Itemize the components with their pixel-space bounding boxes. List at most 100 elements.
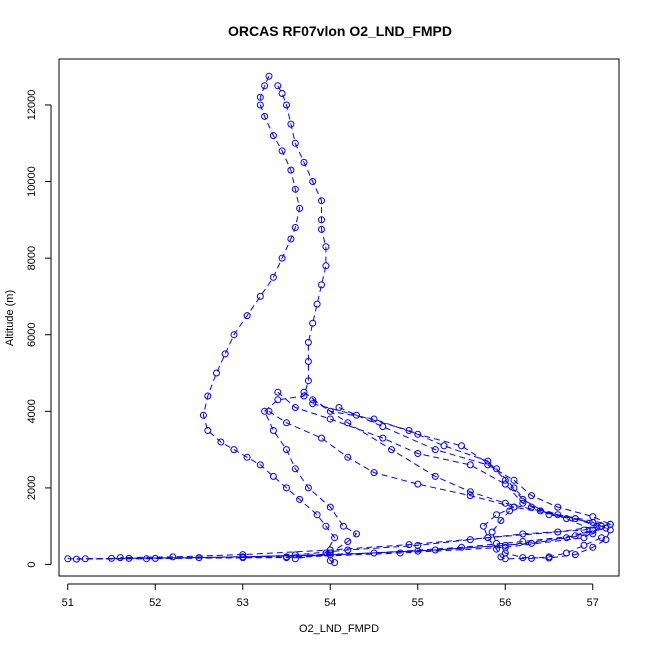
data-point <box>563 534 570 542</box>
data-point <box>278 90 286 97</box>
data-point <box>589 513 597 521</box>
data-point <box>510 503 518 511</box>
data-point <box>510 476 518 484</box>
data-point <box>318 434 325 442</box>
data-point <box>519 530 527 538</box>
data-point <box>580 541 588 549</box>
data-point <box>593 522 601 530</box>
data-point <box>554 511 562 519</box>
data-point <box>304 358 312 365</box>
data-point <box>479 522 487 530</box>
data-point <box>304 484 312 492</box>
data-point <box>519 495 527 503</box>
data-point <box>388 446 395 454</box>
data-point <box>300 158 308 166</box>
data-point <box>335 404 343 411</box>
data-point <box>151 554 159 562</box>
data-point <box>300 388 308 396</box>
data-point <box>339 522 347 530</box>
data-point <box>291 185 299 193</box>
data-point <box>318 281 325 289</box>
data-point <box>331 534 339 542</box>
data-point <box>510 484 518 492</box>
data-point <box>344 453 352 461</box>
data-point <box>318 216 325 224</box>
data-point <box>322 243 330 251</box>
series-line <box>111 391 612 559</box>
data-point <box>501 476 509 484</box>
series-7 <box>116 396 601 562</box>
data-point <box>261 82 269 90</box>
data-point <box>326 551 334 559</box>
data-point <box>466 492 474 500</box>
data-point <box>265 407 273 415</box>
x-axis: 51 52 53 54 55 56 57 <box>62 583 599 609</box>
data-point <box>493 465 500 473</box>
data-point <box>81 555 89 563</box>
data-point <box>217 438 225 446</box>
series-line <box>263 85 358 560</box>
data-point <box>571 551 579 559</box>
data-point <box>230 331 238 339</box>
series-line <box>67 403 608 560</box>
data-point <box>331 559 339 567</box>
series-line <box>202 75 336 564</box>
data-point <box>64 555 72 563</box>
data-point <box>580 526 588 534</box>
data-point <box>431 472 439 480</box>
data-point <box>318 225 325 233</box>
data-point <box>379 434 387 442</box>
series-line <box>120 399 598 559</box>
data-point <box>405 541 413 549</box>
data-point <box>396 549 404 557</box>
data-point <box>296 204 304 212</box>
data-point <box>536 507 544 515</box>
data-point <box>501 499 509 507</box>
chart-title: ORCAS RF07vlon O2_LND_FMPD <box>228 23 452 39</box>
data-point <box>269 427 277 434</box>
series-5 <box>108 388 614 562</box>
data-point <box>501 480 509 488</box>
data-point <box>497 553 505 561</box>
data-point <box>414 450 422 457</box>
data-point <box>580 534 588 542</box>
series-line <box>491 510 611 559</box>
data-point <box>353 411 360 419</box>
data-point <box>296 495 304 503</box>
y-tick-label: 0 <box>26 561 38 567</box>
data-point <box>458 543 465 551</box>
data-point <box>243 312 251 320</box>
data-point <box>344 538 352 545</box>
data-point <box>431 546 439 554</box>
data-point <box>287 166 295 174</box>
data-point <box>274 396 282 404</box>
data-point <box>309 178 317 185</box>
data-point <box>528 539 535 547</box>
data-point <box>204 427 212 434</box>
series-6 <box>81 407 605 563</box>
series-9 <box>479 503 605 563</box>
data-point <box>598 522 605 530</box>
data-point <box>269 273 277 281</box>
data-point <box>440 442 448 450</box>
data-point <box>291 404 299 411</box>
data-point <box>519 499 527 507</box>
series-line <box>242 407 612 559</box>
data-point <box>501 549 509 557</box>
data-point <box>230 446 238 454</box>
data-point <box>256 461 264 469</box>
data-point <box>554 503 562 511</box>
data-point <box>243 453 251 461</box>
data-point <box>239 551 247 559</box>
data-point <box>497 517 505 524</box>
data-point <box>322 522 330 530</box>
data-point <box>309 396 317 404</box>
data-point <box>239 554 247 562</box>
x-tick-label: 51 <box>62 597 74 609</box>
data-point <box>269 472 277 480</box>
data-point <box>326 415 334 423</box>
data-point <box>291 224 299 231</box>
data-point <box>484 534 492 542</box>
y-tick-label: 8000 <box>26 246 38 270</box>
data-point <box>318 197 325 205</box>
